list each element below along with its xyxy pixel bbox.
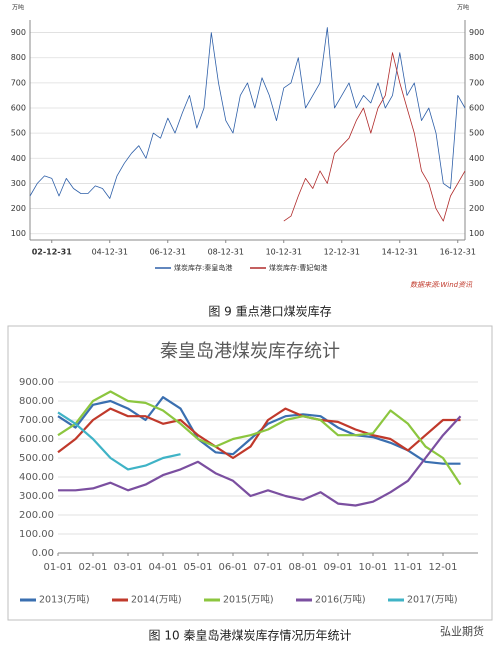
y-tick-label: 500.00 (19, 453, 54, 464)
y-tick-label: 400 (469, 154, 484, 163)
y-tick-label: 900 (469, 28, 484, 37)
legend-label: 2013(万吨) (39, 594, 90, 606)
y-tick-label: 800.00 (19, 396, 54, 407)
x-tick-label: 10-01 (358, 562, 387, 573)
legend-label: 2014(万吨) (131, 594, 182, 606)
x-tick-label: 12-01 (428, 562, 457, 573)
x-tick-label: 12-12-31 (324, 248, 360, 257)
x-tick-label: 08-01 (288, 562, 317, 573)
y-tick-label: 400 (11, 154, 26, 163)
x-tick-label: 04-01 (148, 562, 177, 573)
source-note: 数据来源:Wind资讯 (410, 281, 473, 289)
y-tick-label: 100 (469, 229, 484, 238)
x-tick-label: 06-01 (218, 562, 247, 573)
legend-label: 煤炭库存:曹妃甸港 (269, 263, 327, 272)
x-tick-label: 05-01 (183, 562, 212, 573)
figure-caption: 图 10 秦皇岛港煤炭库存情况历年统计 (149, 628, 352, 643)
x-tick-label: 07-01 (253, 562, 282, 573)
y-tick-label: 700 (11, 78, 26, 87)
legend-label: 2017(万吨) (407, 594, 458, 606)
x-tick-label: 11-01 (393, 562, 422, 573)
y-tick-label: 0.00 (32, 548, 54, 559)
x-tick-label: 02-01 (78, 562, 107, 573)
series-line (57, 396, 461, 465)
x-tick-label: 06-12-31 (150, 248, 186, 257)
y-tick-label: 900.00 (19, 377, 54, 388)
y-tick-label: 400.00 (19, 472, 54, 483)
y-tick-label: 600 (469, 104, 484, 113)
series-line (57, 390, 462, 486)
series-line (57, 411, 181, 471)
series-line (58, 415, 462, 507)
y-tick-label: 600 (11, 104, 26, 113)
y-tick-label: 300 (11, 179, 26, 188)
y-unit: 万吨 (457, 4, 469, 12)
y-unit: 万吨 (12, 4, 24, 12)
x-tick-label: 04-12-31 (92, 248, 128, 257)
y-tick-label: 900 (11, 28, 26, 37)
y-tick-label: 800 (11, 53, 26, 62)
x-tick-label: 02-12-31 (32, 248, 72, 257)
y-tick-label: 700.00 (19, 415, 54, 426)
x-tick-label: 14-12-31 (382, 248, 418, 257)
x-tick-label: 08-12-31 (208, 248, 244, 257)
watermark: 弘业期货 (440, 624, 484, 638)
legend-label: 2016(万吨) (315, 594, 366, 606)
y-tick-label: 300.00 (19, 491, 54, 502)
y-tick-label: 200 (469, 204, 484, 213)
y-tick-label: 100 (11, 229, 26, 238)
x-tick-label: 10-12-31 (266, 248, 302, 257)
x-tick-label: 01-01 (43, 562, 72, 573)
y-tick-label: 700 (469, 78, 484, 87)
y-tick-label: 200 (11, 204, 26, 213)
y-tick-label: 300 (469, 179, 484, 188)
y-tick-label: 500 (11, 129, 26, 138)
series-line (29, 27, 466, 199)
legend-label: 2015(万吨) (223, 594, 274, 606)
chart-title: 秦皇岛港煤炭库存统计 (160, 341, 340, 362)
y-tick-label: 200.00 (19, 510, 54, 521)
series-line (283, 52, 466, 222)
y-tick-label: 100.00 (19, 529, 54, 540)
x-tick-label: 09-01 (323, 562, 352, 573)
legend-label: 煤炭库存:秦皇岛港 (174, 263, 232, 272)
x-tick-label: 16-12-31 (440, 248, 476, 257)
y-tick-label: 600.00 (19, 434, 54, 445)
y-tick-label: 500 (469, 129, 484, 138)
x-tick-label: 03-01 (113, 562, 142, 573)
y-tick-label: 800 (469, 53, 484, 62)
figure-caption: 图 9 重点港口煤炭库存 (208, 304, 331, 319)
chart-frame (7, 325, 493, 621)
